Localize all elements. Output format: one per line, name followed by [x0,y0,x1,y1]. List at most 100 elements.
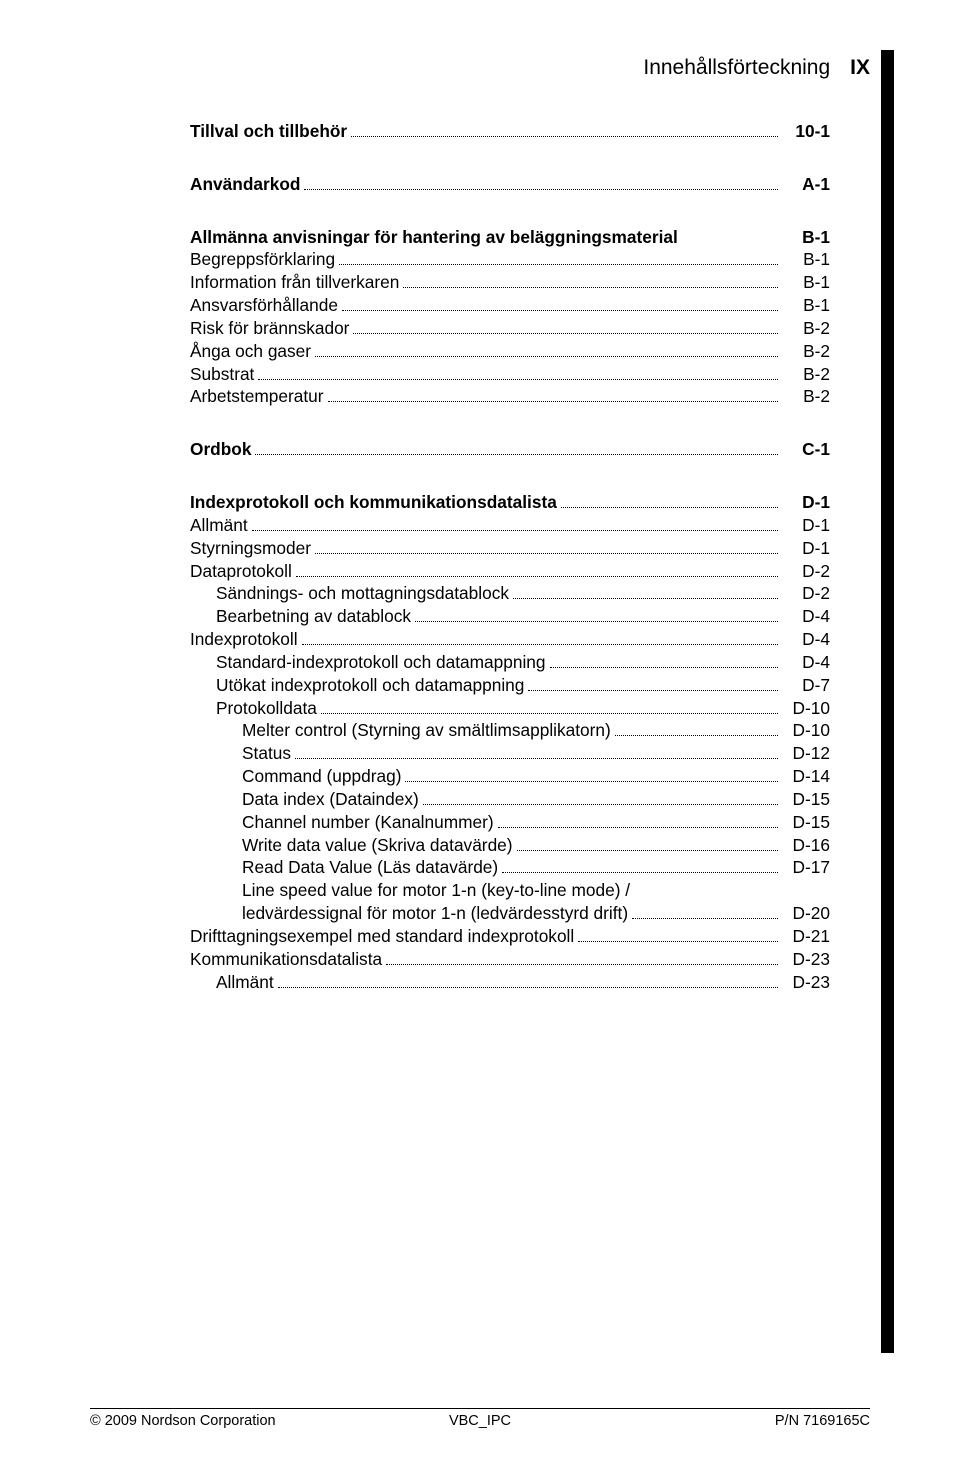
toc-row: Ånga och gaserB-2 [190,340,830,363]
toc-label: Indexprotokoll och kommunikationsdatalis… [190,491,557,514]
toc-label: Ånga och gaser [190,340,311,363]
toc-dots [278,971,778,988]
toc-page: D-14 [782,765,830,788]
toc-dots [252,514,778,531]
toc-label: Allmänna anvisningar för hantering av be… [190,226,678,249]
toc-dots [528,674,778,691]
toc-page: D-21 [782,925,830,948]
toc-label: Allmänt [190,514,248,537]
toc-group: Ordbok C-1 [190,438,830,461]
toc-row: Channel number (Kanalnummer)D-15 [190,811,830,834]
toc-row: ArbetstemperaturB-2 [190,385,830,408]
toc-row: Allmänna anvisningar för hantering av be… [190,226,830,249]
toc-dots [423,788,778,805]
toc-row: Indexprotokoll D-4 [190,628,830,651]
toc-group: Allmänna anvisningar för hantering av be… [190,226,830,409]
footer-right: P/N 7169165C [775,1413,870,1429]
toc-row: Sändnings- och mottagningsdatablockD-2 [190,582,830,605]
toc-row: Data index (Dataindex)D-15 [190,788,830,811]
toc-dots [353,317,778,334]
header-page-number: IX [850,56,870,80]
side-tab [881,50,894,1353]
toc-label: Utökat indexprotokoll och datamappning [216,674,524,697]
toc-dots [550,651,778,668]
toc-label: Command (uppdrag) [242,765,401,788]
toc-label: Arbetstemperatur [190,385,324,408]
toc-page: D-1 [782,537,830,560]
toc-group: Tillval och tillbehör 10-1 [190,120,830,143]
toc-dots [295,743,778,760]
toc-label: Standard-indexprotokoll och datamappning [216,651,546,674]
toc-row: Allmänt D-1 [190,514,830,537]
toc-group: AnvändarkodA-1 [190,173,830,196]
toc-label: Line speed value for motor 1-n (key-to-l… [242,879,630,902]
toc-label: Information från tillverkaren [190,271,399,294]
toc-dots [502,857,778,874]
toc-page: D-23 [782,971,830,994]
toc-label: Channel number (Kanalnummer) [242,811,494,834]
toc-row: Utökat indexprotokoll och datamappning D-… [190,674,830,697]
toc-label: Indexprotokoll [190,628,298,651]
toc-page: D-23 [782,948,830,971]
toc-label: Substrat [190,363,254,386]
toc-label: Drifttagningsexempel med standard indexp… [190,925,574,948]
toc-row: Tillval och tillbehör 10-1 [190,120,830,143]
toc-row: AllmäntD-23 [190,971,830,994]
toc-row: StyrningsmoderD-1 [190,537,830,560]
toc-page: D-7 [782,674,830,697]
toc-row: Line speed value for motor 1-n (key-to-l… [190,879,830,902]
toc-page: D-1 [782,514,830,537]
toc-label: Begreppsförklaring [190,248,335,271]
toc-page: D-12 [782,742,830,765]
toc-page: 10-1 [782,120,830,143]
toc-page: D-2 [782,582,830,605]
toc-row: Command (uppdrag) D-14 [190,765,830,788]
toc-row: Information från tillverkarenB-1 [190,271,830,294]
toc-dots [403,272,778,289]
toc-row: Melter control (Styrning av smältlimsapp… [190,719,830,742]
toc-content: Tillval och tillbehör10-1AnvändarkodA-1A… [90,120,870,993]
toc-dots [415,606,778,623]
toc-label: Status [242,742,291,765]
toc-label: Kommunikationsdatalista [190,948,382,971]
toc-label: Ordbok [190,438,251,461]
toc-page: D-4 [782,628,830,651]
toc-dots [302,629,778,646]
toc-page: D-4 [782,651,830,674]
toc-page: D-2 [782,560,830,583]
toc-page: D-20 [782,902,830,925]
toc-label: Dataprotokoll [190,560,292,583]
toc-dots [315,340,778,357]
toc-label: Read Data Value (Läs datavärde) [242,856,498,879]
toc-label: Protokolldata [216,697,317,720]
toc-page: C-1 [782,438,830,461]
toc-page: B-2 [782,363,830,386]
toc-page: D-16 [782,834,830,857]
toc-dots [632,902,778,919]
toc-row: Read Data Value (Läs datavärde) D-17 [190,856,830,879]
footer-left: © 2009 Nordson Corporation [90,1413,276,1429]
toc-row: Write data value (Skriva datavärde) D-16 [190,834,830,857]
toc-label: Användarkod [190,173,300,196]
toc-row: BegreppsförklaringB-1 [190,248,830,271]
toc-label: Write data value (Skriva datavärde) [242,834,513,857]
toc-page: D-4 [782,605,830,628]
toc-page: B-1 [782,294,830,317]
toc-dots [513,583,778,600]
toc-row: Kommunikationsdatalista D-23 [190,948,830,971]
toc-page: D-15 [782,788,830,811]
toc-row: Status D-12 [190,742,830,765]
toc-dots [561,492,778,509]
toc-page: D-17 [782,856,830,879]
toc-row: Protokolldata D-10 [190,697,830,720]
toc-label: Melter control (Styrning av smältlimsapp… [242,719,611,742]
toc-label: Ansvarsförhållande [190,294,338,317]
toc-row: Drifttagningsexempel med standard indexp… [190,925,830,948]
toc-page: D-10 [782,697,830,720]
toc-row: Risk för brännskadorB-2 [190,317,830,340]
toc-label: Tillval och tillbehör [190,120,347,143]
toc-page: D-1 [782,491,830,514]
toc-group: Indexprotokoll och kommunikationsdatalis… [190,491,830,993]
toc-row: Ansvarsförhållande B-1 [190,294,830,317]
toc-row: ledvärdessignal för motor 1-n (ledvärdes… [190,902,830,925]
